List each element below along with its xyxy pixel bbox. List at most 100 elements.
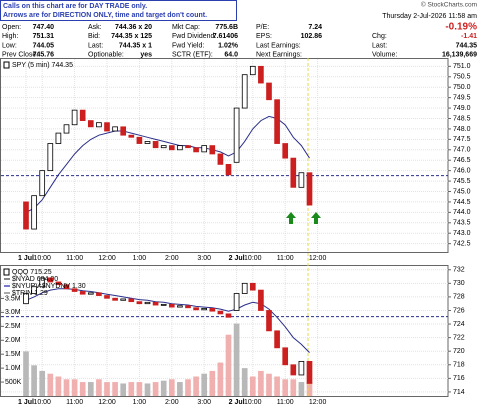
quote-label: Prev Close: — [2, 52, 38, 59]
y-tick-label: 746.5 — [453, 157, 471, 164]
volume-bar — [209, 370, 216, 396]
candle — [79, 109, 86, 121]
volume-bar — [144, 383, 151, 396]
volume-bar — [290, 379, 297, 396]
y-tick-label: 747.5 — [453, 136, 471, 143]
volume-bar — [104, 382, 110, 396]
volume-bar — [120, 383, 127, 396]
volume-bar — [39, 370, 46, 396]
x-tick-label: 11:00 — [66, 255, 83, 262]
y-tick-label: 718 — [453, 362, 465, 369]
candle — [306, 360, 313, 384]
volume-bar — [201, 373, 208, 396]
candle — [112, 297, 118, 301]
volume-bar — [87, 382, 94, 396]
candle — [193, 147, 199, 153]
quote-label: EPS: — [256, 33, 272, 40]
volume-bar — [168, 379, 175, 396]
quote-value: 744.05 — [33, 42, 55, 49]
candle — [225, 163, 232, 176]
candle — [185, 145, 191, 149]
quote-value: 744.36 x 20 — [115, 24, 152, 31]
candle — [39, 170, 46, 197]
y-tick-label: 726 — [453, 307, 465, 314]
volume-bar — [112, 382, 118, 396]
quote-value: -1.41 — [461, 33, 477, 40]
quote-label: Volume: — [372, 52, 397, 59]
moving-average — [25, 115, 310, 213]
candle — [282, 143, 289, 159]
volume-bar — [79, 382, 86, 396]
quote-label: Next Earnings: — [256, 52, 302, 59]
y2-tick-label: 500K — [5, 379, 22, 386]
quote-value: 744.35 — [456, 42, 478, 49]
quote-value: 1.02% — [218, 42, 239, 49]
candle — [249, 282, 256, 291]
volume-bar — [23, 351, 29, 396]
x-tick-label: 3:00 — [197, 399, 211, 406]
volume-bar — [233, 323, 240, 396]
candle — [306, 172, 313, 206]
candle — [71, 288, 78, 292]
candle — [63, 284, 70, 290]
y-tick-label: 716 — [453, 375, 465, 382]
y-tick-label: 749.5 — [453, 94, 471, 101]
candle — [152, 141, 159, 149]
candle — [201, 308, 208, 311]
candle — [249, 65, 256, 76]
x-tick-label: 12:00 — [98, 399, 116, 406]
x-tick-label: 2:00 — [165, 399, 179, 406]
candle — [160, 303, 167, 306]
y-tick-label: 722 — [453, 334, 465, 341]
volume-bar — [185, 379, 191, 396]
candle — [136, 301, 143, 305]
legend-label: $TRIN 1.29 — [12, 290, 48, 297]
x-tick-label: 1 Jul — [18, 255, 34, 262]
candle — [209, 145, 216, 155]
candle — [104, 295, 110, 299]
volume-bar — [241, 368, 248, 396]
volume-bar — [249, 376, 256, 396]
candle — [152, 301, 159, 306]
quote-label: Optionable: — [88, 52, 124, 59]
y-tick-label: 749.0 — [453, 105, 471, 112]
note-box — [0, 0, 237, 21]
candle — [79, 291, 86, 295]
y2-tick-label: 1.0M — [5, 365, 21, 372]
candle — [258, 65, 264, 84]
candle — [55, 132, 62, 144]
quote-label: High: — [2, 33, 18, 40]
x-tick-label: 11:00 — [66, 399, 83, 406]
candle — [233, 293, 240, 311]
y-tick-label: 720 — [453, 348, 465, 355]
volume-bar — [266, 373, 272, 396]
candle — [128, 298, 135, 303]
candle — [177, 305, 183, 308]
x-tick-label: 10:00 — [244, 399, 262, 406]
candle — [144, 141, 151, 144]
candle — [104, 122, 110, 132]
volume-bar — [225, 334, 232, 396]
quote-value: 7.24 — [308, 24, 322, 31]
candle — [47, 143, 54, 172]
candle — [96, 292, 102, 296]
quote-label: SCTR (ETF): — [172, 52, 213, 59]
candle — [298, 172, 305, 188]
quote-label: P/E: — [256, 24, 269, 31]
candle — [225, 313, 232, 318]
quote-label: Chg: — [372, 33, 387, 40]
candle — [120, 298, 127, 301]
quote-label: Last: — [88, 42, 103, 49]
candle — [39, 277, 46, 288]
candle — [23, 293, 29, 305]
legend-label: SPY (5 min) 744.35 — [12, 62, 73, 69]
x-tick-label: 11:00 — [277, 255, 294, 262]
y-tick-label: 742.5 — [453, 240, 471, 247]
x-tick-label: 1 Jul — [18, 399, 34, 406]
candle — [144, 301, 151, 305]
y-tick-label: 748.0 — [453, 126, 471, 133]
x-tick-label: 1:00 — [133, 255, 147, 262]
quote-label: Fwd Yield: — [172, 42, 204, 49]
quote-value: 64.0 — [224, 52, 238, 59]
